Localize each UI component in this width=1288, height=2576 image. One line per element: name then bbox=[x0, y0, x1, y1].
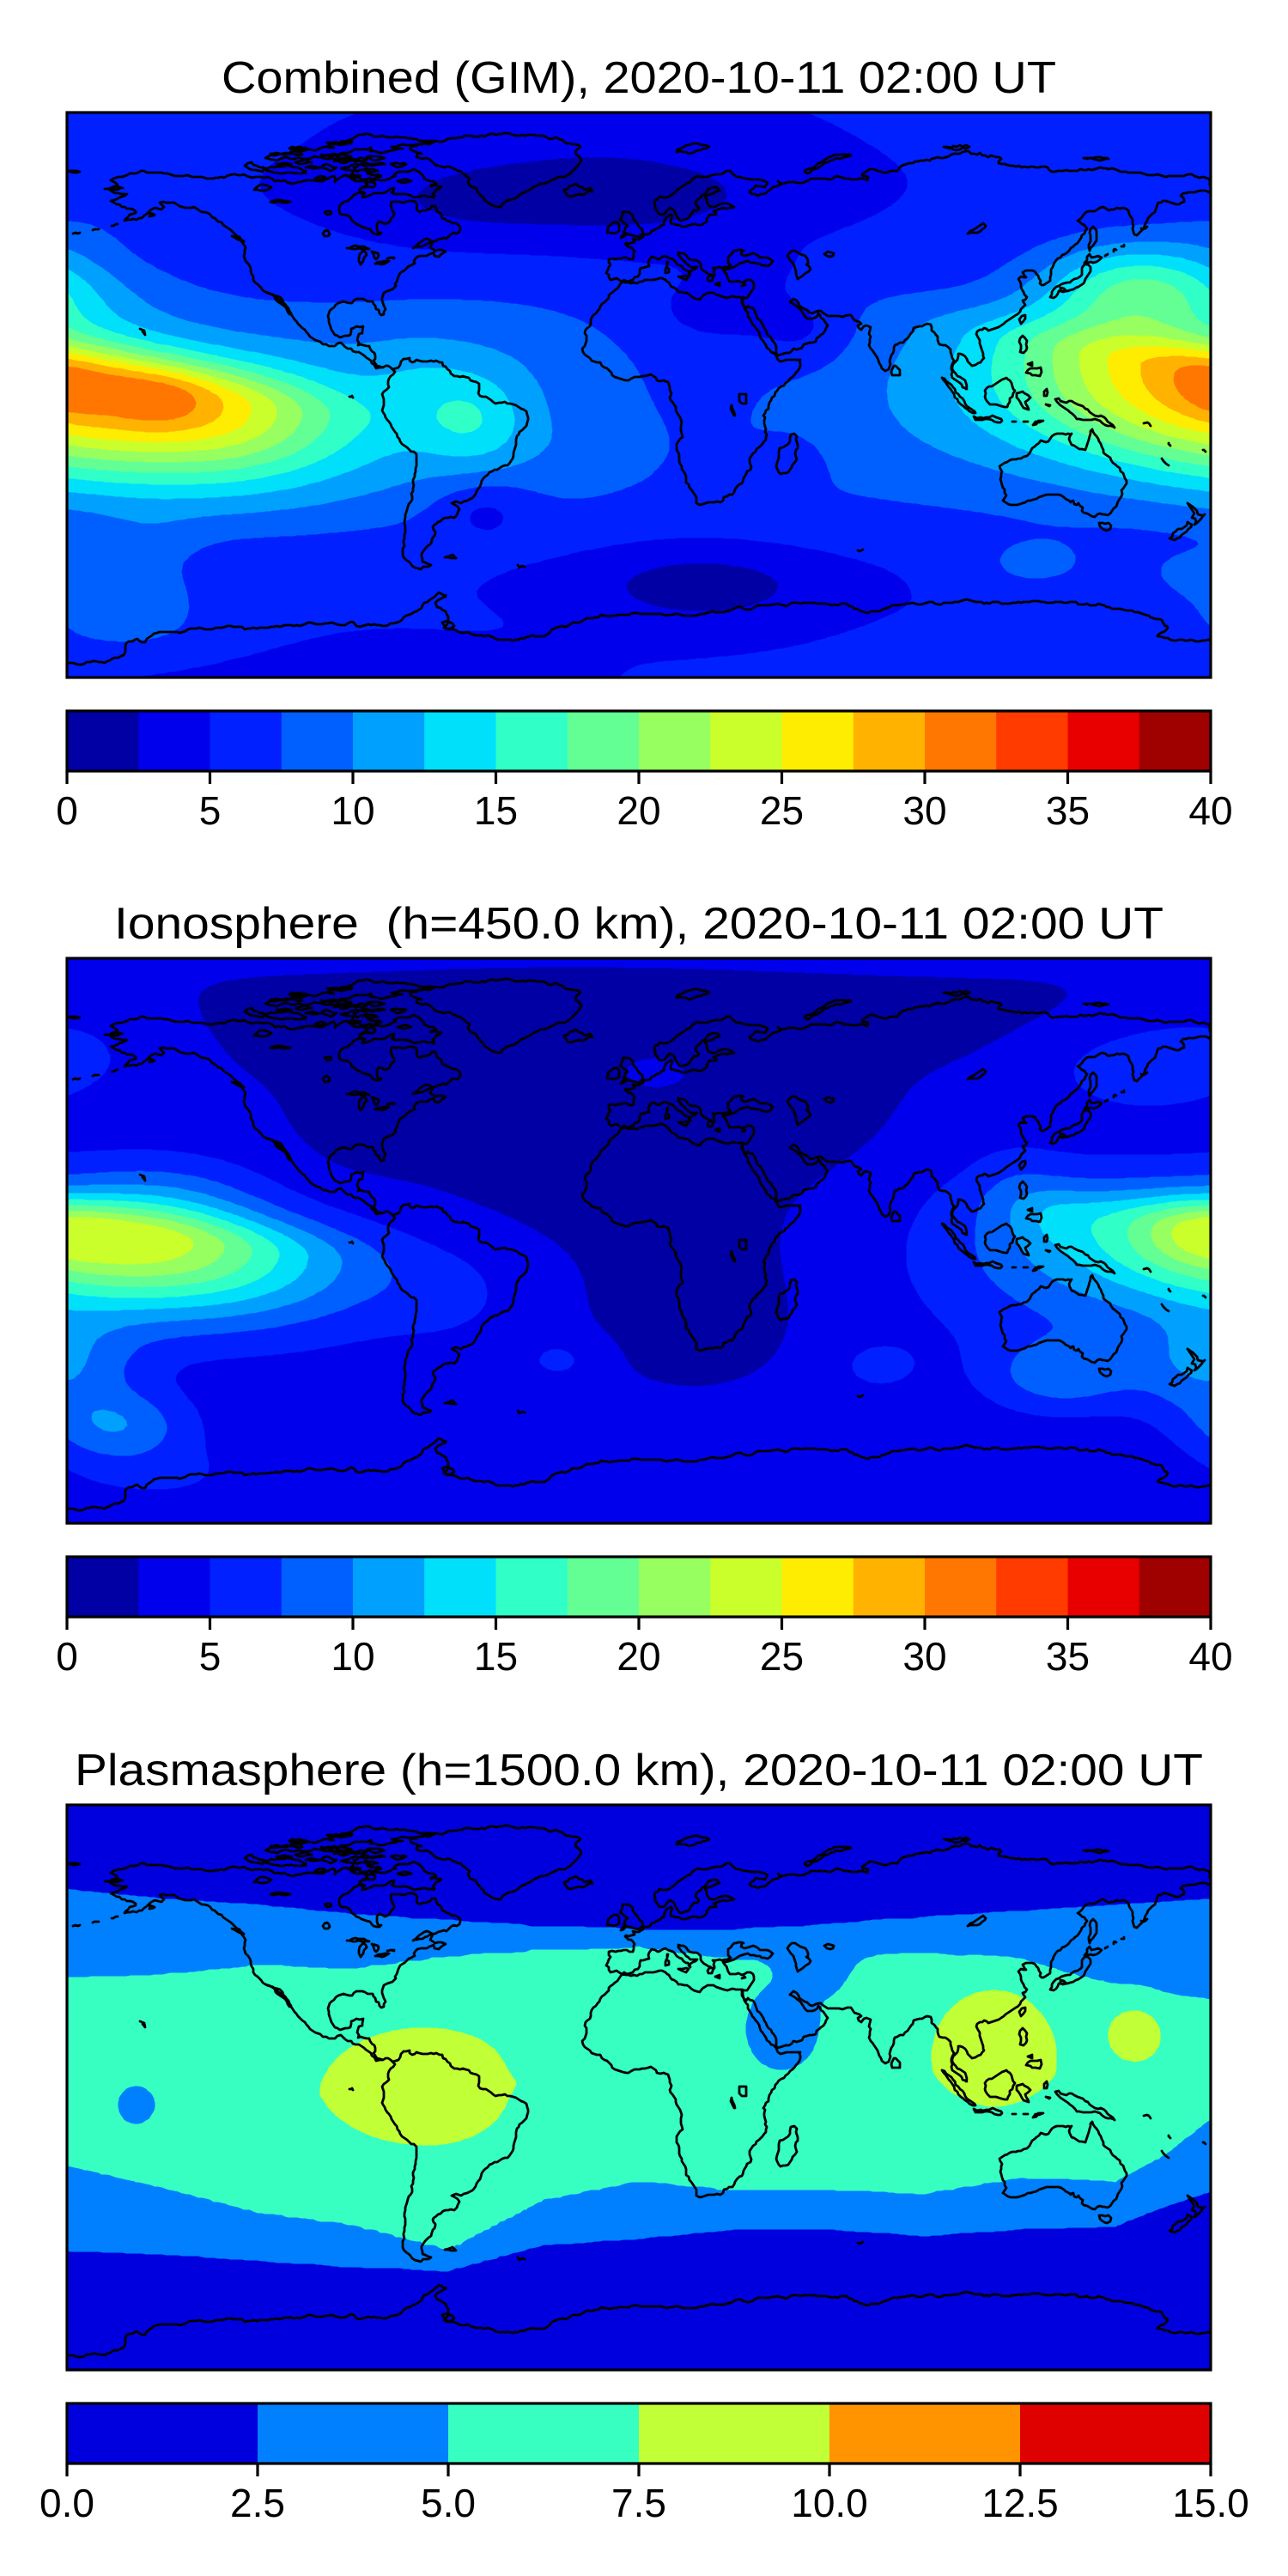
svg-text:5: 5 bbox=[199, 788, 222, 833]
svg-text:15: 15 bbox=[474, 788, 518, 833]
svg-text:10: 10 bbox=[331, 788, 374, 833]
svg-text:Plasmasphere (h=1500.0 km), 20: Plasmasphere (h=1500.0 km), 2020-10-11 0… bbox=[75, 1745, 1203, 1795]
svg-text:7.5: 7.5 bbox=[611, 2481, 666, 2525]
svg-text:30: 30 bbox=[902, 1634, 946, 1679]
svg-text:35: 35 bbox=[1046, 788, 1090, 833]
svg-text:25: 25 bbox=[760, 788, 804, 833]
svg-text:20: 20 bbox=[617, 788, 660, 833]
svg-text:Combined (GIM), 2020-10-11 02:: Combined (GIM), 2020-10-11 02:00 UT bbox=[222, 52, 1056, 102]
svg-text:40: 40 bbox=[1188, 788, 1232, 833]
svg-text:35: 35 bbox=[1046, 1634, 1090, 1679]
svg-text:15.0: 15.0 bbox=[1172, 2481, 1249, 2525]
svg-text:0: 0 bbox=[56, 788, 78, 833]
svg-text:40: 40 bbox=[1188, 1634, 1232, 1679]
svg-text:30: 30 bbox=[902, 788, 946, 833]
svg-text:5: 5 bbox=[199, 1634, 222, 1679]
svg-text:20: 20 bbox=[617, 1634, 660, 1679]
svg-text:10.0: 10.0 bbox=[791, 2481, 868, 2525]
svg-text:15: 15 bbox=[474, 1634, 518, 1679]
svg-text:5.0: 5.0 bbox=[421, 2481, 476, 2525]
svg-text:0: 0 bbox=[56, 1634, 78, 1679]
svg-text:Ionosphere (h=450.0 km), 2020: Ionosphere (h=450.0 km), 2020-10-11 02:0… bbox=[114, 898, 1163, 948]
svg-text:0.0: 0.0 bbox=[39, 2481, 94, 2525]
svg-text:25: 25 bbox=[760, 1634, 804, 1679]
svg-text:2.5: 2.5 bbox=[230, 2481, 285, 2525]
svg-text:10: 10 bbox=[331, 1634, 374, 1679]
svg-text:12.5: 12.5 bbox=[981, 2481, 1059, 2525]
